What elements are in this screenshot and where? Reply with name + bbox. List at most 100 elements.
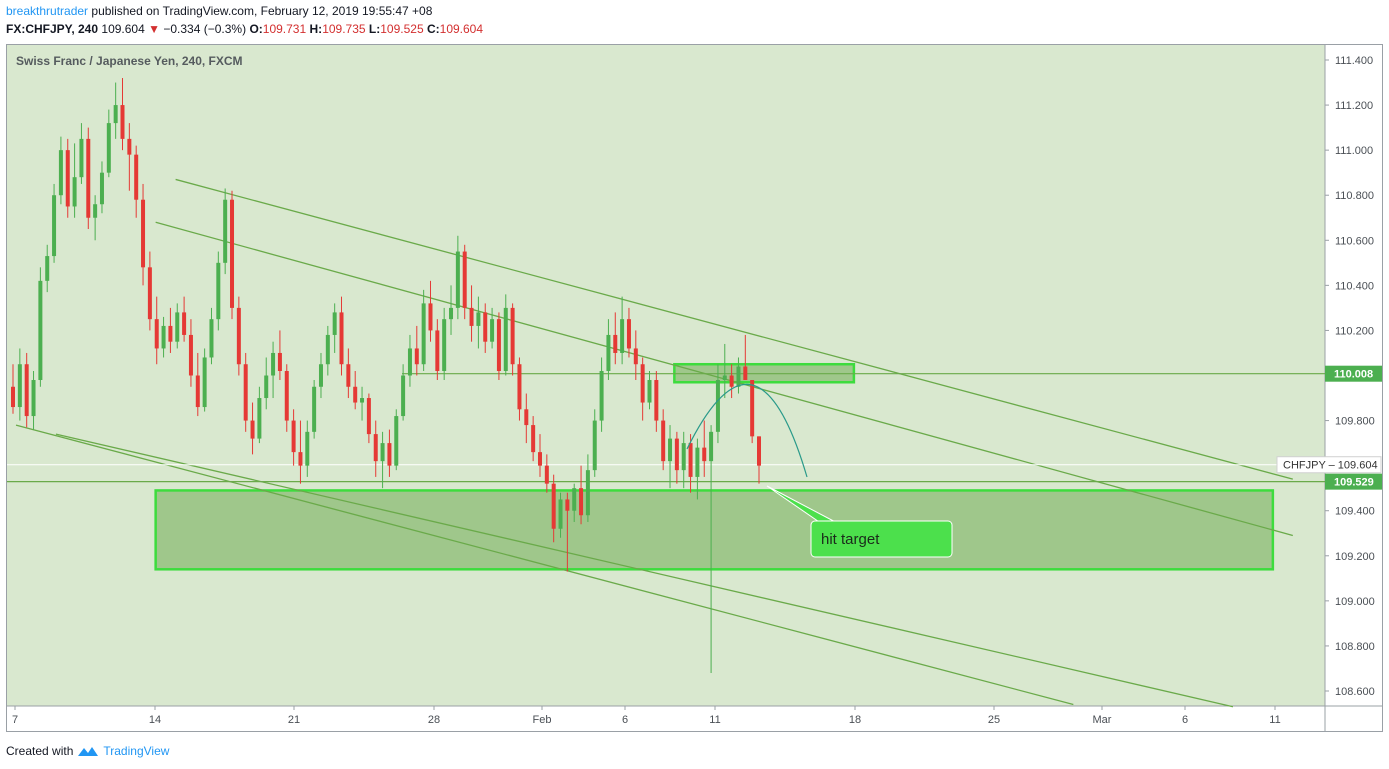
chart-frame[interactable]: Swiss Franc / Japanese Yen, 240, FXCM hit…: [6, 44, 1383, 732]
price-tag-label: 110.008: [1334, 369, 1373, 381]
price-tag: [1325, 473, 1382, 490]
candle-body: [654, 380, 659, 421]
candle-body: [17, 364, 22, 408]
symbol-price-tag: [1276, 456, 1382, 474]
channel-4: [15, 424, 1074, 706]
candle-body: [58, 150, 63, 196]
close-label: C:: [426, 22, 440, 36]
candle-body: [709, 431, 714, 462]
x-tick-label: 21: [288, 714, 300, 726]
candle-body: [674, 438, 679, 471]
tradingview-link[interactable]: TradingView: [103, 744, 170, 758]
y-tick-label: 110.400: [1335, 280, 1374, 292]
candle-body: [592, 420, 597, 471]
candle-body: [366, 398, 371, 435]
candle-body: [31, 380, 36, 417]
y-tick-label: 110.800: [1335, 190, 1374, 202]
plot-background: [7, 45, 1325, 706]
y-tick-label: 111.000: [1335, 145, 1373, 157]
projection-arc: [686, 383, 808, 478]
candle-body: [86, 138, 91, 218]
candle-body: [729, 375, 734, 387]
author-link[interactable]: breakthrutrader: [6, 4, 89, 18]
candle-body: [401, 375, 406, 417]
candle-body: [647, 380, 652, 403]
x-tick-label: 28: [428, 714, 440, 726]
candle-body: [127, 138, 132, 155]
candle-body: [38, 280, 43, 381]
candle-body: [284, 370, 289, 421]
candle-body: [517, 364, 522, 410]
candle-body: [572, 488, 577, 511]
y-tick-label: 108.800: [1335, 641, 1375, 653]
y-tick-label: 109.400: [1335, 506, 1375, 518]
candle-body: [394, 416, 399, 466]
candle-body: [414, 348, 419, 365]
candle-body: [257, 398, 262, 439]
candle-body: [24, 364, 29, 417]
candle-body: [141, 199, 146, 268]
candle-body: [52, 195, 57, 257]
candle-body: [380, 443, 385, 462]
candle-body: [579, 488, 584, 516]
candle-body: [353, 386, 358, 403]
last-price: 109.604: [101, 22, 145, 36]
candle-body: [483, 312, 488, 342]
open-value: 109.731: [262, 22, 307, 36]
candle-body: [455, 251, 460, 308]
y-tick-label: 109.800: [1335, 416, 1375, 428]
candle-body: [312, 386, 317, 432]
candle-body: [271, 352, 276, 376]
candle-body: [11, 386, 15, 408]
candle-body: [435, 330, 440, 371]
candle-body: [195, 375, 200, 408]
x-tick-label: 14: [149, 714, 161, 726]
x-tick-label: 6: [1182, 714, 1188, 726]
candle-body: [325, 334, 330, 365]
chart-title: Swiss Franc / Japanese Yen, 240, FXCM: [16, 54, 243, 68]
candle-body: [298, 452, 303, 466]
x-tick-label: 6: [622, 714, 628, 726]
candle-body: [243, 364, 248, 421]
candle-body: [681, 443, 686, 471]
candle-body: [168, 325, 173, 342]
callout-text: hit target: [821, 531, 880, 548]
candle-body: [496, 319, 501, 371]
candle-body: [277, 352, 282, 371]
candle-body: [620, 319, 625, 353]
candle-body: [524, 409, 529, 426]
candle-body: [72, 177, 77, 207]
symbol-label: FX:CHFJPY, 240: [6, 22, 99, 36]
candle-body: [216, 262, 221, 320]
candle-body: [565, 499, 570, 511]
candle-body: [599, 370, 604, 421]
candle-body: [202, 357, 207, 408]
candle-body: [613, 334, 618, 353]
published-text: published on TradingView.com, February 1…: [91, 4, 433, 18]
high-value: 109.735: [322, 22, 366, 36]
candle-body: [421, 303, 426, 365]
x-tick-label: Feb: [533, 714, 552, 726]
y-tick-label: 111.200: [1335, 100, 1373, 112]
publish-info: breakthrutrader published on TradingView…: [6, 4, 432, 18]
x-tick-label: 18: [849, 714, 861, 726]
candle-body: [236, 307, 241, 365]
candle-body: [743, 366, 748, 381]
candle-body: [661, 420, 666, 462]
footer: Created with TradingView: [6, 744, 169, 758]
candle-body: [188, 334, 193, 376]
candle-body: [702, 447, 707, 462]
candle-body: [154, 319, 159, 349]
price-chart[interactable]: Swiss Franc / Japanese Yen, 240, FXCM hit…: [7, 45, 1382, 731]
y-tick-label: 110.200: [1335, 325, 1374, 337]
candle-body: [407, 348, 412, 376]
candle-body: [264, 375, 269, 399]
candle-body: [113, 105, 118, 124]
x-tick-label: 7: [12, 714, 18, 726]
candle-body: [346, 364, 351, 387]
candle-body: [120, 105, 125, 139]
tradingview-logo-icon[interactable]: [77, 745, 99, 757]
candle-body: [757, 436, 761, 466]
x-tick-label: Mar: [1093, 714, 1112, 726]
symbol-tag-label: CHFJPY – 109.604: [1283, 460, 1378, 472]
